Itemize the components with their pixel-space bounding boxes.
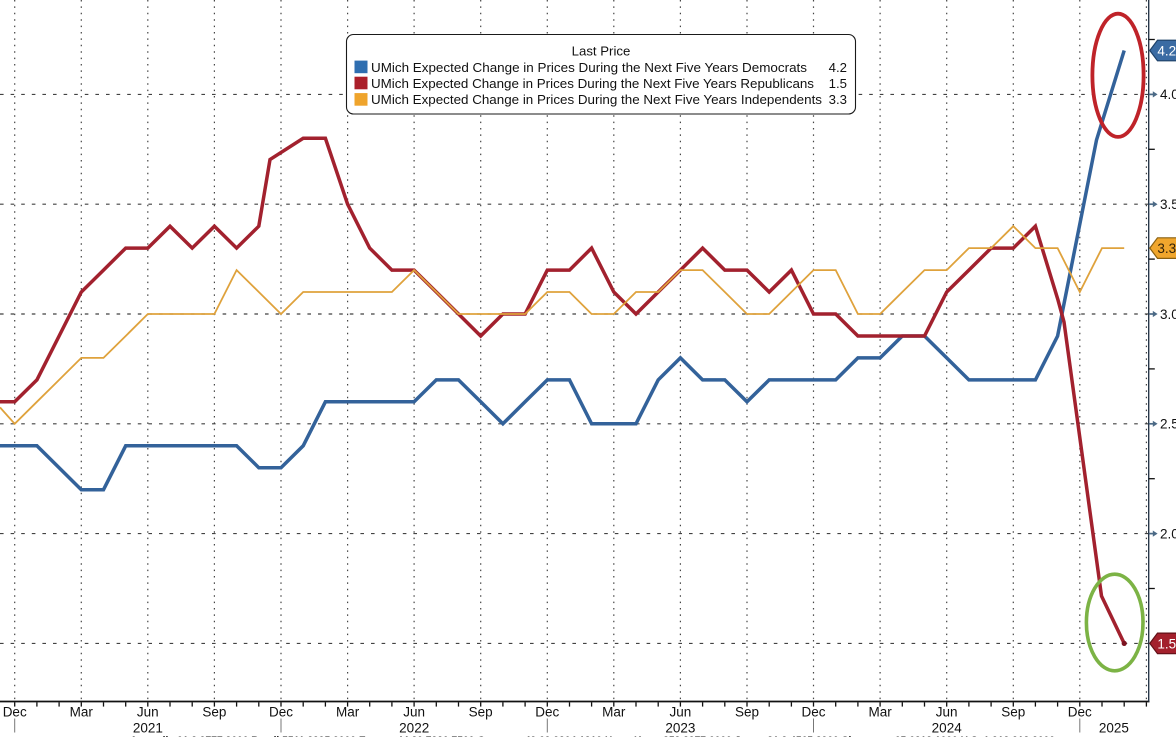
svg-text:3.5: 3.5 [1160,197,1176,212]
svg-text:Mar: Mar [336,704,360,719]
svg-text:Last Price: Last Price [572,43,631,58]
svg-text:Dec: Dec [269,704,293,719]
svg-text:Sep: Sep [469,704,493,719]
svg-text:4.2: 4.2 [829,60,847,75]
svg-text:Jun: Jun [403,704,425,719]
svg-text:2024: 2024 [932,721,963,736]
svg-text:1.5: 1.5 [1157,636,1176,651]
svg-text:3.3: 3.3 [829,92,847,107]
svg-text:2023: 2023 [665,721,695,736]
svg-text:UMich Expected Change in Price: UMich Expected Change in Prices During t… [371,60,807,75]
svg-text:4.0: 4.0 [1160,87,1176,102]
svg-text:3.0: 3.0 [1160,307,1176,322]
svg-text:Jun: Jun [670,704,692,719]
svg-text:Sep: Sep [202,704,226,719]
svg-text:2.0: 2.0 [1160,526,1176,541]
svg-text:2022: 2022 [399,721,429,736]
svg-text:Dec: Dec [535,704,559,719]
svg-text:Sep: Sep [735,704,759,719]
svg-text:UMich Expected Change in Price: UMich Expected Change in Prices During t… [371,76,814,91]
svg-text:3.3: 3.3 [1157,241,1176,256]
svg-text:Mar: Mar [602,704,626,719]
svg-text:1.5: 1.5 [829,76,847,91]
svg-text:Mar: Mar [868,704,892,719]
svg-text:Dec: Dec [3,704,27,719]
svg-text:Jun: Jun [936,704,958,719]
svg-text:UMich Expected Change in Price: UMich Expected Change in Prices During t… [371,92,822,107]
svg-text:4.2: 4.2 [1157,43,1176,58]
svg-text:2.5: 2.5 [1160,417,1176,432]
svg-text:Dec: Dec [1068,704,1092,719]
svg-text:2021: 2021 [133,721,163,736]
svg-text:Sep: Sep [1001,704,1025,719]
svg-text:2025: 2025 [1099,721,1129,736]
svg-text:Mar: Mar [70,704,94,719]
svg-text:Australia 61 2 9777 8600 Brazi: Australia 61 2 9777 8600 Brazil 5511 239… [130,734,1055,737]
svg-text:Jun: Jun [137,704,159,719]
svg-text:Dec: Dec [801,704,825,719]
